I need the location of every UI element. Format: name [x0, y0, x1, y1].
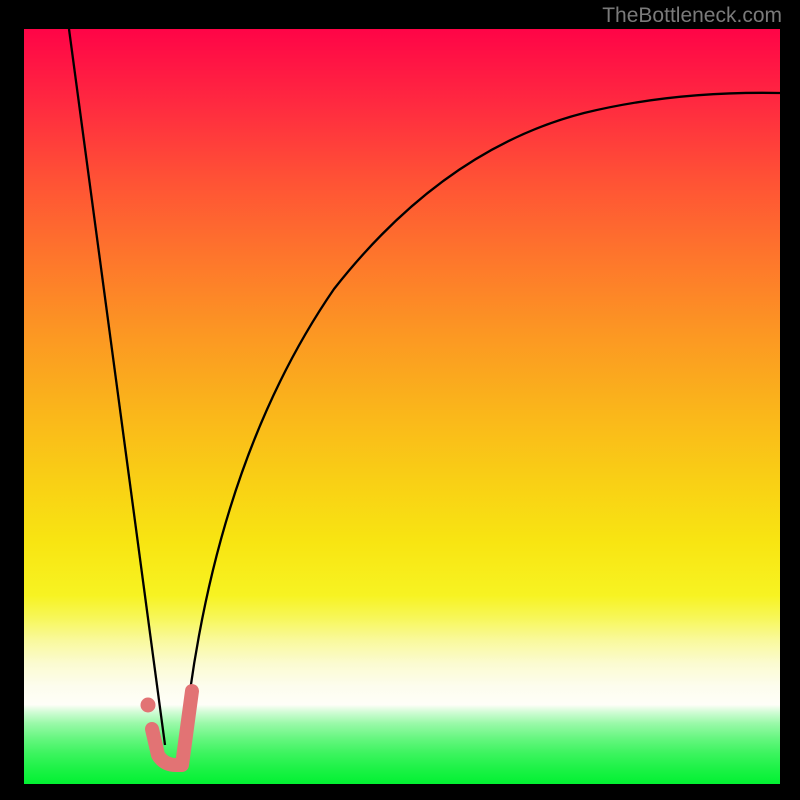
gradient-background: [24, 29, 780, 784]
attribution-text: TheBottleneck.com: [602, 4, 782, 28]
chart-svg: [24, 29, 780, 784]
chart-container: [24, 29, 780, 784]
accent-dot: [141, 698, 156, 713]
